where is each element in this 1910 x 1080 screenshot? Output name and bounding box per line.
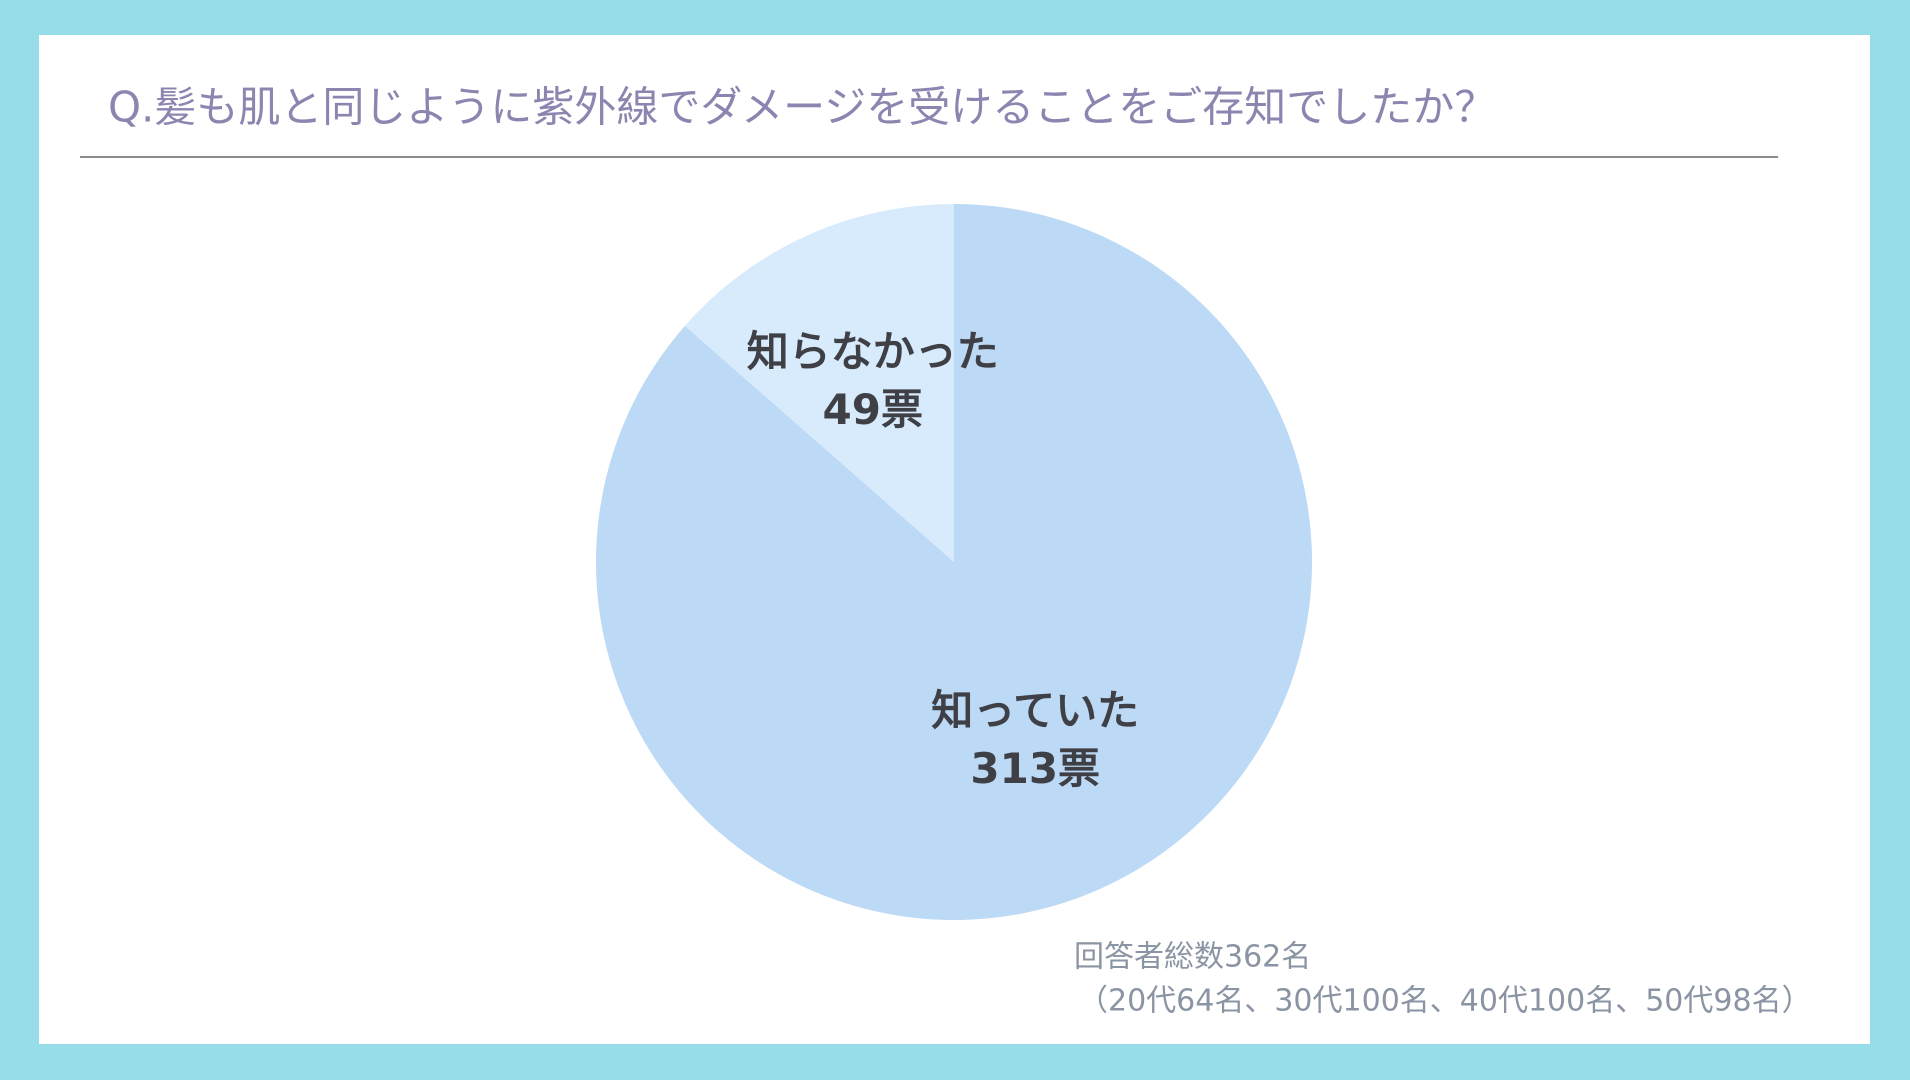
value-label: 49票 xyxy=(823,385,923,434)
value-label: 313票 xyxy=(970,744,1100,793)
slice-label: 知っていた xyxy=(931,686,1139,735)
note: 回答者総数362名 xyxy=(1074,940,1311,975)
pie-slice xyxy=(684,204,954,562)
note: （20代64名、30代100名、40代100名、50代98名） xyxy=(1078,984,1812,1019)
slice-label: 知らなかった xyxy=(747,327,999,376)
chart-title: Q.髪も肌と同じように紫外線でダメージを受けることをご存知でしたか？ xyxy=(108,83,1496,132)
